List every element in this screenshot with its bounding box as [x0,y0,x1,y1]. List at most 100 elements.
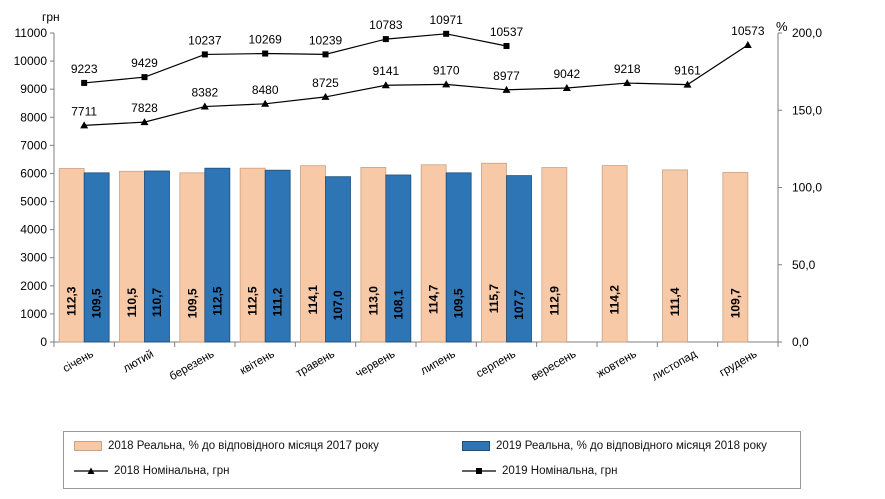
right-tick-label: 0,0 [792,335,809,349]
legend-label-2019-nominal: 2019 Номінальна, грн [502,465,618,477]
left-tick-label: 10000 [14,54,48,68]
bar-2018 [601,165,628,343]
left-tick-label: 6000 [20,166,47,180]
bar-value-label: 110,7 [150,287,164,317]
point-2018-nominal [80,121,89,129]
bar-value-label: 109,5 [185,288,199,318]
left-tick-label: 0 [40,335,47,349]
line-square [84,33,507,84]
x-tick-label: грудень [718,348,760,379]
line-value-label: 8725 [312,76,339,90]
line-value-label: 8977 [493,69,520,83]
bar-2019 [325,176,351,343]
x-tick-label: серпень [474,348,518,380]
left-tick-label: 4000 [20,223,47,237]
bar-value-label: 110,5 [125,288,139,318]
bar-value-label: 114,1 [306,285,320,315]
line-value-label: 9042 [553,67,580,81]
line-value-label: 10971 [429,13,463,27]
x-tick-label: травень [294,348,337,380]
bar-2019 [445,172,472,343]
legend-item-2019-real: 2019 Реальна, % до відповідного місяця 2… [462,440,767,452]
line-value-label: 9223 [71,62,98,76]
point-2019-nominal [201,51,208,58]
line-value-label: 10239 [309,33,343,47]
line-value-label: 10783 [369,18,403,32]
point-2018-nominal [381,81,390,89]
line-value-label: 10269 [248,33,282,47]
bars [58,162,749,343]
bar-value-label: 109,5 [90,288,104,318]
point-2019-nominal [262,50,269,57]
x-tick-label: вересень [529,348,578,383]
point-2018-nominal [502,85,511,93]
point-2018-nominal [743,40,752,48]
line-value-label: 9161 [674,64,701,78]
x-tick-label: березень [168,348,217,383]
left-tick-label: 5000 [20,195,47,209]
line-value-label: 10537 [490,25,524,39]
point-2019-nominal [322,51,329,58]
right-tick-label: 50,0 [792,258,816,272]
point-2018-nominal [321,92,330,100]
line-value-label: 9429 [131,56,158,70]
bar-2019 [264,169,291,343]
bar-2019 [204,167,231,343]
legend-line-2018-nominal [74,467,108,474]
bar-2018 [360,167,387,343]
bar-value-label: 109,7 [728,288,742,318]
line-value-label: 8480 [252,83,279,97]
legend-swatch-2019-real [462,441,490,451]
line-triangle [84,44,749,126]
left-tick-label: 1000 [20,307,47,321]
bar-value-label: 112,9 [547,286,561,316]
bar-value-label: 111,4 [668,287,682,316]
line-value-label: 8382 [191,86,218,100]
bar-value-label: 111,2 [271,287,285,316]
legend-item-2018-nominal: 2018 Номінальна, грн [74,465,229,477]
x-tick-label: листопад [650,348,699,383]
right-tick-label: 100,0 [792,181,822,195]
x-tick-label: липень [419,348,458,377]
bar-value-label: 112,5 [246,286,260,316]
bar-2019 [385,174,412,343]
bar-value-label: 108,1 [391,289,405,319]
bar-value-label: 112,3 [65,286,79,316]
bar-value-label: 113,0 [366,286,380,316]
bar-2018 [481,162,507,343]
point-2019-nominal [503,43,510,50]
bar-2019 [144,170,170,343]
line-value-label: 9141 [372,64,399,78]
legend-line-2019-nominal [462,468,496,474]
point-2018-nominal [140,118,149,126]
legend-label-2018-nominal: 2018 Номінальна, грн [114,465,230,477]
legend-swatch-2018-real [74,441,102,451]
point-2019-nominal [81,79,88,86]
line-value-label: 9218 [614,62,641,76]
bar-value-label: 107,0 [331,290,345,320]
left-axis-unit: грн [42,10,60,24]
legend-label-2019-real: 2019 Реальна, % до відповідного місяця 2… [496,440,767,452]
point-2018-nominal [623,79,632,87]
x-tick-label: жовтень [595,348,639,380]
left-tick-label: 11000 [15,26,48,40]
point-2018-nominal [562,84,571,92]
bar-value-label: 114,2 [608,285,622,315]
legend: 2018 Реальна, % до відповідного місяця 2… [63,431,801,489]
line-value-label: 7711 [71,104,97,118]
point-2019-nominal [443,30,450,37]
line-value-label: 10237 [188,33,222,47]
legend-item-2019-nominal: 2019 Номінальна, грн [462,465,617,477]
chart: 0 1000 2000 3000 4000 5000 6000 7000 8000 9000 100… [14,10,823,383]
legend-label-2018-real: 2018 Реальна, % до відповідного місяця 2… [108,440,379,452]
x-tick-label: лютий [121,348,156,375]
bar-2018 [239,167,266,343]
x-tick-label: квітень [238,348,277,377]
right-tick-label: 150,0 [792,103,822,117]
bar-2018 [119,170,145,343]
bar-2018 [420,164,447,343]
point-2018-nominal [442,80,451,88]
x-tick-label: січень [61,348,96,375]
bar-value-label: 115,7 [487,284,501,314]
data-labels: 112,3 110,5 109,5 112,5 114,1 113,0 114,7 115,7… [65,13,765,321]
